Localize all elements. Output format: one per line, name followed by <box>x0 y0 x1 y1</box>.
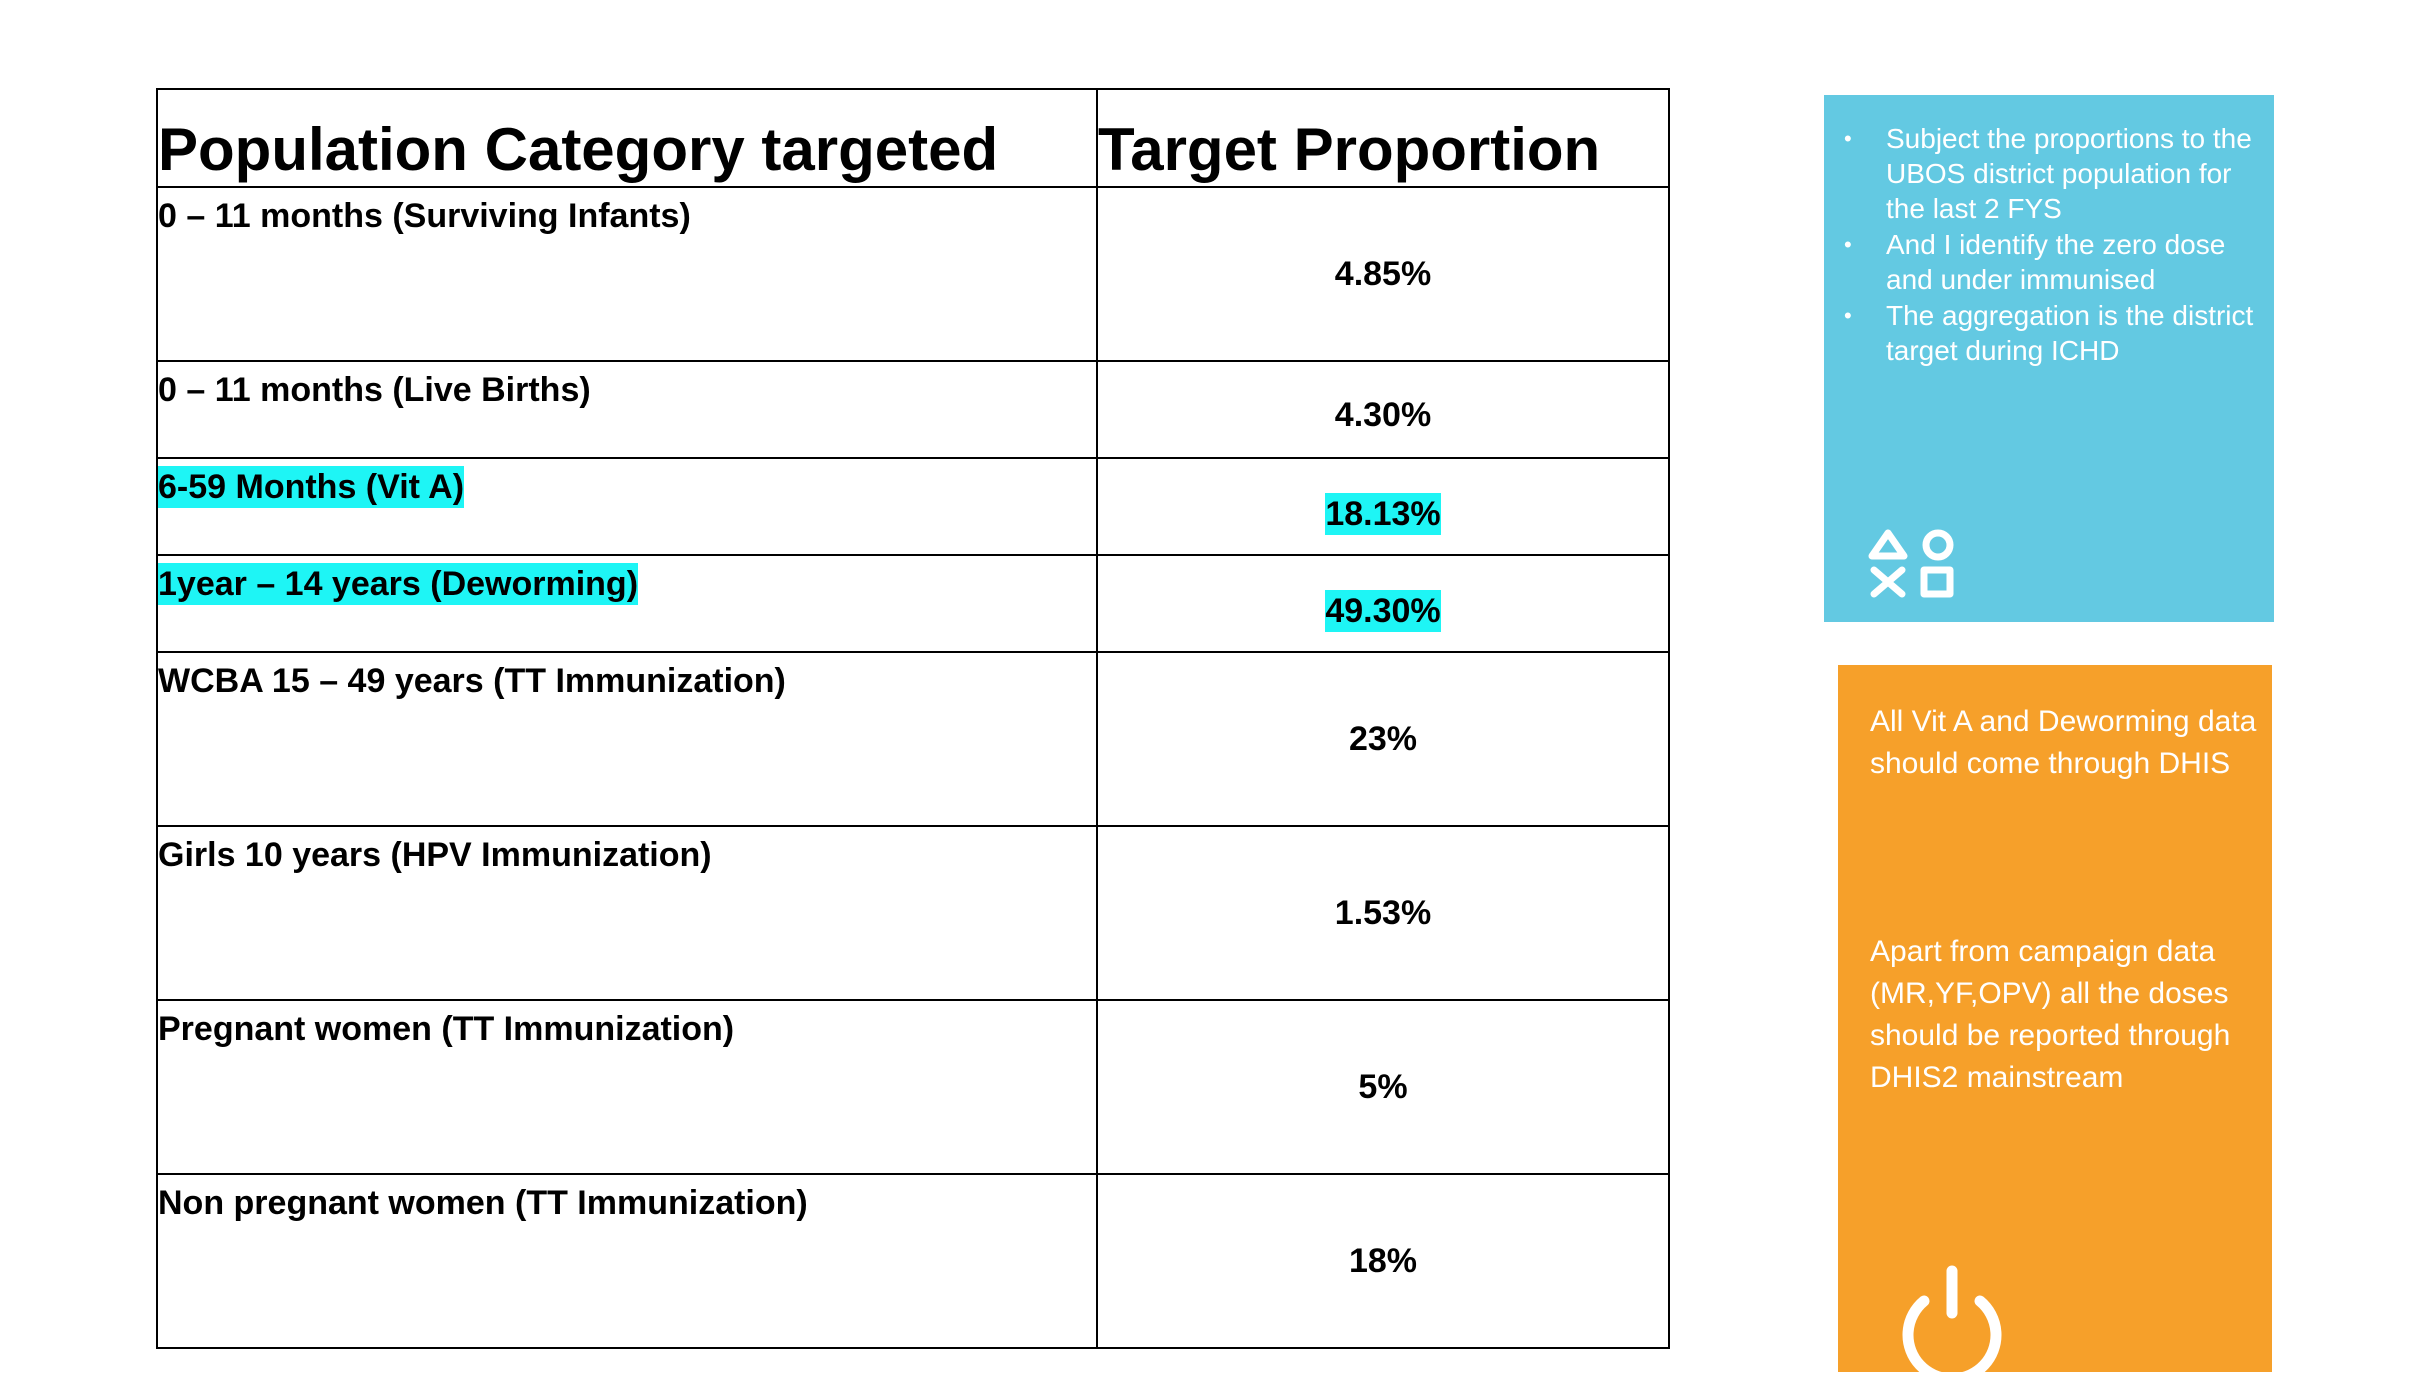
highlighted-proportion: 49.30% <box>1325 590 1441 632</box>
bullet-item: Subject the proportions to the UBOS dist… <box>1844 121 2264 226</box>
table-row: WCBA 15 – 49 years (TT Immunization) 23% <box>156 651 1670 827</box>
table-row-highlighted: 1year – 14 years (Deworming) 49.30% <box>156 554 1670 653</box>
row-proportion: 4.30% <box>1096 360 1670 459</box>
playstation-shapes-icon <box>1868 529 1954 598</box>
table-header-row: Population Category targeted Target Prop… <box>156 88 1670 188</box>
table-row: Girls 10 years (HPV Immunization) 1.53% <box>156 825 1670 1001</box>
highlighted-proportion: 18.13% <box>1325 493 1441 535</box>
row-proportion: 18.13% <box>1096 457 1670 556</box>
bullet-item: The aggregation is the district target d… <box>1844 298 2264 368</box>
row-proportion: 18% <box>1096 1173 1670 1349</box>
row-category: 0 – 11 months (Live Births) <box>156 360 1098 459</box>
orange-paragraph: Apart from campaign data (MR,YF,OPV) all… <box>1870 935 2231 1094</box>
header-population-category: Population Category targeted <box>156 88 1098 188</box>
row-category: Girls 10 years (HPV Immunization) <box>156 825 1098 1001</box>
orange-paragraph: All Vit A and Deworming data should come… <box>1870 705 2257 780</box>
row-proportion: 1.53% <box>1096 825 1670 1001</box>
row-category: WCBA 15 – 49 years (TT Immunization) <box>156 651 1098 827</box>
table-row: Non pregnant women (TT Immunization) 18% <box>156 1173 1670 1349</box>
row-category: 0 – 11 months (Surviving Infants) <box>156 186 1098 362</box>
row-category: 6-59 Months (Vit A) <box>156 457 1098 556</box>
table-row: 0 – 11 months (Surviving Infants) 4.85% <box>156 186 1670 362</box>
row-category: 1year – 14 years (Deworming) <box>156 554 1098 653</box>
target-proportion-table: Population Category targeted Target Prop… <box>156 88 1670 1349</box>
row-category: Non pregnant women (TT Immunization) <box>156 1173 1098 1349</box>
row-proportion: 49.30% <box>1096 554 1670 653</box>
table-row: 0 – 11 months (Live Births) 4.30% <box>156 360 1670 459</box>
row-proportion: 5% <box>1096 999 1670 1175</box>
row-category: Pregnant women (TT Immunization) <box>156 999 1098 1175</box>
orange-info-card: All Vit A and Deworming data should come… <box>1838 665 2272 1381</box>
bullet-list: Subject the proportions to the UBOS dist… <box>1844 121 2264 369</box>
power-icon <box>1902 1265 2002 1381</box>
highlighted-category: 1year – 14 years (Deworming) <box>158 563 639 605</box>
blue-info-card: Subject the proportions to the UBOS dist… <box>1824 95 2274 622</box>
table-row: Pregnant women (TT Immunization) 5% <box>156 999 1670 1175</box>
row-proportion: 4.85% <box>1096 186 1670 362</box>
row-proportion: 23% <box>1096 651 1670 827</box>
bullet-item: And I identify the zero dose and under i… <box>1844 227 2264 297</box>
table-row-highlighted: 6-59 Months (Vit A) 18.13% <box>156 457 1670 556</box>
header-target-proportion: Target Proportion <box>1096 88 1670 188</box>
highlighted-category: 6-59 Months (Vit A) <box>158 466 465 508</box>
